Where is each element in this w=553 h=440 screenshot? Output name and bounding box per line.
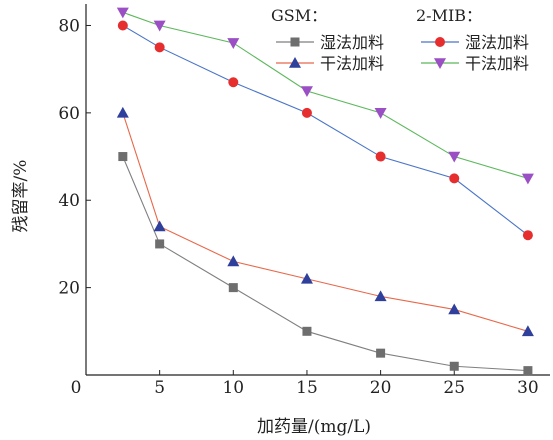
series-1-point-0: [116, 106, 129, 118]
series-1-point-3: [300, 272, 313, 284]
x-origin-label: 0: [71, 378, 82, 398]
series-1-point-5: [448, 303, 461, 315]
y-axis-title: 残留率/%: [11, 160, 31, 233]
legend-label-2: 湿法加料: [465, 33, 529, 52]
legend-marker-1: [289, 57, 301, 68]
legend-group-title-1: 2-MIB：: [416, 6, 482, 25]
series-0-point-6: [523, 366, 533, 376]
series-0-point-5: [449, 361, 459, 371]
x-tick-label-15: 15: [296, 378, 318, 398]
series-1: [116, 106, 534, 337]
series-1-point-4: [374, 290, 387, 302]
series-layer: [116, 7, 534, 376]
axes: 5 10 15 20 25 30 20 40 60 80: [58, 4, 550, 398]
series-0-point-0: [118, 152, 128, 162]
legend-marker-2: [435, 37, 445, 47]
series-1-line: [122, 112, 529, 332]
series-2-point-2: [228, 77, 239, 88]
legend-marker-0: [290, 37, 300, 47]
x-tick-label-30: 30: [517, 378, 539, 398]
series-1-point-2: [227, 255, 240, 267]
series-3-point-0: [116, 7, 129, 19]
legend-marker-3: [434, 58, 446, 69]
y-tick-label-40: 40: [58, 191, 80, 211]
x-tick-label-20: 20: [370, 378, 392, 398]
legend-label-0: 湿法加料: [320, 33, 384, 52]
series-0-point-4: [376, 348, 386, 358]
series-0-point-3: [302, 326, 312, 336]
series-2-point-5: [449, 173, 460, 184]
series-2-point-6: [522, 230, 533, 241]
series-1-point-6: [521, 325, 534, 337]
series-2: [117, 20, 533, 241]
series-2-point-0: [117, 20, 128, 31]
series-1-point-1: [153, 220, 166, 232]
series-3-point-6: [521, 173, 534, 185]
series-3-point-3: [300, 86, 313, 98]
series-3-point-2: [227, 38, 240, 49]
legend-label-3: 干法加料: [465, 54, 529, 73]
series-3: [116, 7, 534, 185]
series-3-point-5: [448, 151, 461, 163]
series-2-point-1: [154, 42, 165, 53]
series-2-point-3: [301, 107, 312, 118]
series-0: [118, 152, 533, 376]
y-tick-label-20: 20: [58, 279, 80, 299]
legend-group-title-0: GSM：: [271, 6, 327, 25]
x-axis-title: 加药量/(mg/L): [257, 417, 371, 437]
y-tick-label-60: 60: [58, 104, 80, 124]
series-2-point-4: [375, 151, 386, 162]
series-0-point-1: [155, 239, 165, 249]
series-0-point-2: [228, 283, 238, 293]
series-3-point-1: [153, 20, 166, 32]
y-tick-label-80: 80: [58, 16, 80, 36]
x-tick-label-5: 5: [154, 378, 165, 398]
x-tick-label-25: 25: [443, 378, 465, 398]
series-3-point-4: [374, 108, 387, 119]
legend-label-1: 干法加料: [320, 54, 384, 73]
x-tick-label-10: 10: [222, 378, 244, 398]
